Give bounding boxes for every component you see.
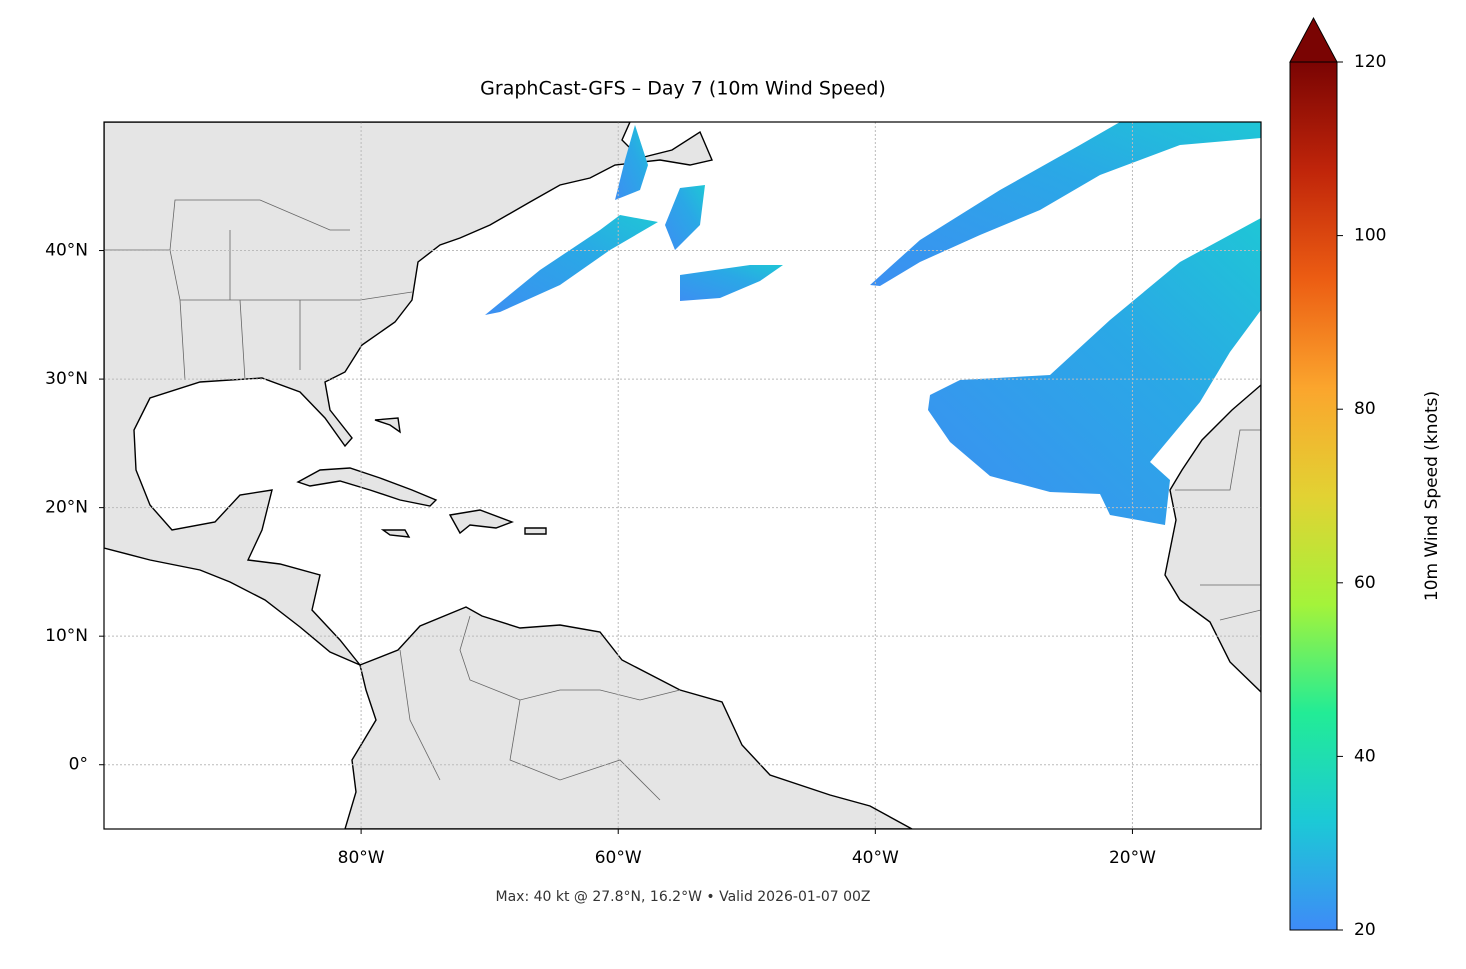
map-area <box>104 122 1261 829</box>
bahamas <box>374 417 401 434</box>
colorbar <box>1289 61 1338 931</box>
map-title: GraphCast-GFS – Day 7 (10m Wind Speed) <box>480 78 886 100</box>
footer-note: Max: 40 kt @ 27.8°N, 16.2°W • Valid 2026… <box>496 889 871 905</box>
colorbar-extend-arrow <box>1289 16 1338 63</box>
wind-swath <box>615 125 648 200</box>
hispaniola <box>448 509 514 535</box>
colorbar-label: 10m Wind Speed (knots) <box>1422 391 1442 601</box>
puerto-rico <box>524 527 547 535</box>
colorbar-tick-label: 120 <box>1354 52 1386 72</box>
colorbar-tick-label: 40 <box>1354 746 1376 766</box>
colorbar-tick-label: 100 <box>1354 226 1386 246</box>
wind-swath <box>665 185 705 250</box>
wind-swath <box>485 215 658 315</box>
wind-swath <box>680 265 783 301</box>
x-tick-label: 20°W <box>1109 848 1156 868</box>
wind-swath <box>870 122 1261 286</box>
x-tick-label: 80°W <box>338 848 385 868</box>
colorbar-tick-label: 20 <box>1354 920 1376 940</box>
south-america <box>344 606 913 829</box>
x-tick-label: 40°W <box>852 848 899 868</box>
y-tick-label: 40°N <box>45 241 88 261</box>
colorbar-tick-label: 60 <box>1354 573 1376 593</box>
y-tick-label: 30°N <box>45 369 88 389</box>
y-tick-label: 0° <box>69 755 88 775</box>
wind-swath <box>928 218 1261 525</box>
north-america <box>104 122 713 666</box>
map-frame <box>103 121 1262 830</box>
borders <box>104 199 1261 801</box>
colorbar-tick-label: 80 <box>1354 399 1376 419</box>
cuba <box>296 467 438 507</box>
y-tick-label: 20°N <box>45 498 88 518</box>
africa <box>1164 384 1261 693</box>
graticule <box>104 122 1261 829</box>
x-tick-label: 60°W <box>595 848 642 868</box>
jamaica <box>380 529 411 538</box>
y-tick-label: 10°N <box>45 626 88 646</box>
